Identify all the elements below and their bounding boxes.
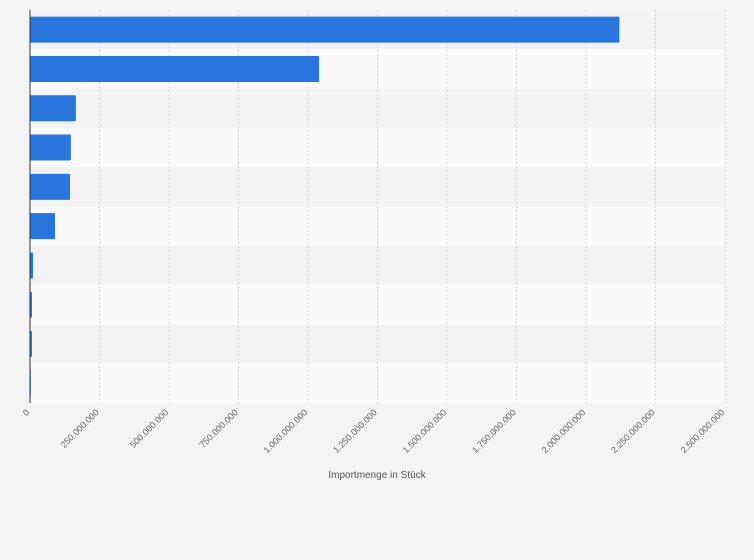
bar bbox=[30, 173, 71, 200]
x-tick-label: 750.000.000 bbox=[197, 407, 239, 449]
bar bbox=[30, 16, 620, 43]
x-tick-label: 0 bbox=[21, 407, 32, 418]
x-tick-label: 500.000.000 bbox=[128, 407, 170, 449]
x-tick-label: 250.000.000 bbox=[58, 407, 100, 449]
x-tick-label: 2.500.000.000 bbox=[679, 407, 727, 455]
x-tick-label: 1.250.000.000 bbox=[331, 407, 379, 455]
bar bbox=[30, 134, 71, 161]
x-tick-label: 2.000.000.000 bbox=[540, 407, 588, 455]
bar bbox=[30, 95, 76, 122]
x-tick-label: 1.500.000.000 bbox=[401, 407, 449, 455]
x-tick-label: 1.000.000.000 bbox=[262, 407, 310, 455]
x-tick-label: 2.250.000.000 bbox=[609, 407, 657, 455]
bar bbox=[30, 252, 34, 279]
x-tick-label: 1.750.000.000 bbox=[470, 407, 518, 455]
bar bbox=[30, 213, 56, 240]
bar bbox=[30, 55, 320, 82]
x-axis-title: Importmenge in Stück bbox=[328, 470, 426, 481]
